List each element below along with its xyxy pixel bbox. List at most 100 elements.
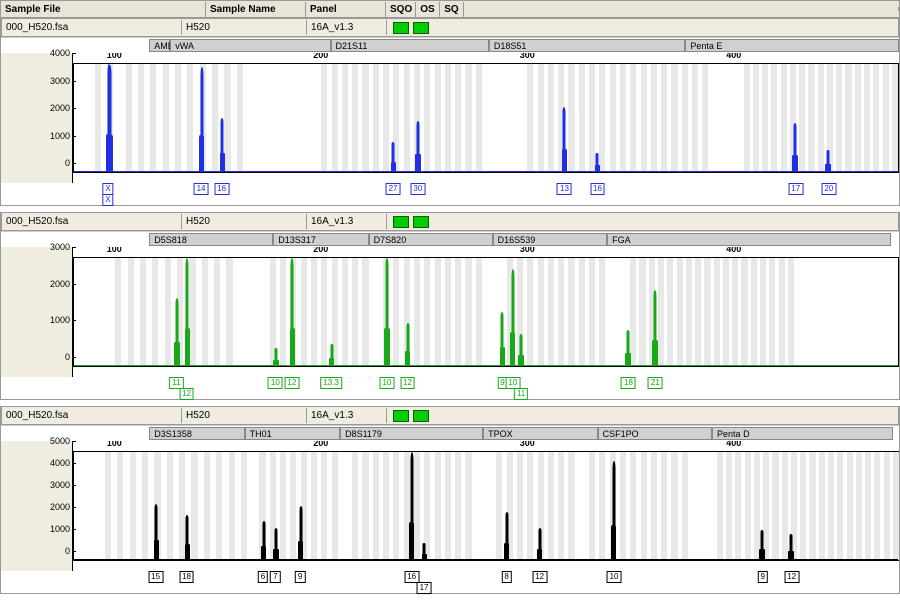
locus-label[interactable]: D13S317	[273, 233, 368, 246]
locus-label[interactable]: FGA	[607, 233, 891, 246]
chart[interactable]: 0100020003000100200300400	[1, 247, 899, 377]
allele-call[interactable]: 16	[590, 183, 605, 195]
allele-bin	[424, 64, 430, 172]
peak	[419, 154, 421, 172]
plot-inner	[73, 257, 899, 367]
chart[interactable]: 01000200030004000100200300400	[1, 53, 899, 183]
peak	[220, 153, 222, 172]
locus-label[interactable]: TH01	[245, 427, 340, 440]
allele-call[interactable]: 17	[417, 582, 432, 594]
allele-bin	[204, 452, 210, 560]
allele-call[interactable]: 12	[179, 388, 194, 400]
allele-bin	[538, 258, 544, 366]
col-panel[interactable]: Panel	[306, 2, 386, 17]
allele-call[interactable]: 13	[557, 183, 572, 195]
panel-name: 16A_v1.3	[307, 20, 387, 35]
locus-label[interactable]: Penta D	[712, 427, 893, 440]
locus-label[interactable]: D18S51	[489, 39, 685, 52]
locus-label[interactable]: D5S818	[149, 233, 273, 246]
allele-call[interactable]: 30	[410, 183, 425, 195]
allele-call[interactable]: 12	[400, 377, 415, 389]
allele-bin	[744, 64, 750, 172]
col-sample-file[interactable]: Sample File	[1, 2, 206, 17]
allele-bin	[771, 64, 777, 172]
locus-label[interactable]: D7S820	[369, 233, 493, 246]
allele-bin	[754, 452, 760, 560]
plot-inner	[73, 63, 899, 173]
plot-area[interactable]: 100200300400	[73, 441, 899, 571]
allele-bin	[818, 64, 824, 172]
allele-call[interactable]: 13.3	[320, 377, 342, 389]
allele-bin	[383, 64, 389, 172]
plot-area[interactable]: 100200300400	[73, 53, 899, 183]
allele-bin	[726, 452, 732, 560]
locus-label[interactable]: CSF1PO	[598, 427, 712, 440]
allele-call[interactable]: 21	[648, 377, 663, 389]
allele-call[interactable]: 14	[194, 183, 209, 195]
allele-call[interactable]: 11	[514, 388, 528, 400]
panel-name: 16A_v1.3	[307, 214, 387, 229]
col-sample-name[interactable]: Sample Name	[206, 2, 306, 17]
allele-call[interactable]: 12	[532, 571, 547, 583]
allele-call[interactable]: 10	[607, 571, 622, 583]
allele-call[interactable]: 20	[821, 183, 836, 195]
allele-bin	[837, 452, 843, 560]
allele-call[interactable]: 10	[379, 377, 394, 389]
allele-call[interactable]: 12	[784, 571, 799, 583]
allele-call[interactable]: 7	[270, 571, 280, 583]
chart[interactable]: 010002000300040005000100200300400	[1, 441, 899, 571]
plot-inner	[73, 451, 899, 561]
allele-bin	[362, 258, 368, 366]
peak	[408, 351, 410, 366]
allele-call[interactable]: 6	[258, 571, 268, 583]
allele-bin	[321, 64, 327, 172]
allele-bin	[682, 64, 688, 172]
locus-label[interactable]: D8S1179	[340, 427, 483, 440]
locus-label[interactable]: Penta E	[685, 39, 899, 52]
peak	[293, 328, 295, 366]
status-indicators	[387, 22, 435, 34]
locus-label[interactable]: D16S539	[493, 233, 607, 246]
x-tick-label: 200	[313, 441, 328, 448]
electropherogram-panel: 000_H520.fsaH52016A_v1.3AMELvWAD21S11D18…	[0, 18, 900, 206]
locus-label[interactable]: D21S11	[331, 39, 489, 52]
allele-call[interactable]: 9	[295, 571, 305, 583]
peak	[277, 360, 279, 366]
col-sqo[interactable]: SQO	[386, 2, 416, 17]
allele-bin	[847, 452, 853, 560]
col-sq[interactable]: SQ	[440, 2, 464, 17]
allele-bin	[115, 258, 121, 366]
allele-call[interactable]: 16	[214, 183, 229, 195]
allele-call[interactable]: 18	[621, 377, 636, 389]
plot-area[interactable]: 100200300400	[73, 247, 899, 377]
allele-bin	[527, 64, 533, 172]
allele-bin	[167, 452, 173, 560]
allele-call[interactable]: 17	[788, 183, 803, 195]
col-os[interactable]: OS	[416, 2, 440, 17]
x-tick-label: 200	[313, 247, 328, 254]
locus-label[interactable]: D3S1358	[149, 427, 244, 440]
locus-label[interactable]: TPOX	[483, 427, 597, 440]
peak	[107, 135, 109, 172]
peak	[614, 525, 616, 560]
allele-call[interactable]: 27	[386, 183, 401, 195]
allele-call[interactable]: 15	[148, 571, 163, 583]
allele-call[interactable]: X	[102, 194, 113, 206]
allele-bin	[855, 64, 861, 172]
allele-bin	[702, 64, 708, 172]
locus-label[interactable]: AMEL	[149, 39, 170, 52]
peak	[264, 546, 266, 560]
allele-bin	[163, 64, 169, 172]
allele-call[interactable]: 10	[268, 377, 283, 389]
allele-call[interactable]: 9	[757, 571, 767, 583]
allele-call[interactable]: 18	[179, 571, 194, 583]
x-tick-label: 400	[726, 441, 741, 448]
peak	[598, 165, 600, 172]
allele-bin	[884, 452, 890, 560]
allele-call[interactable]: 8	[501, 571, 511, 583]
locus-label[interactable]: vWA	[170, 39, 330, 52]
allele-call-row: 1112101213.31012910111821	[1, 377, 899, 399]
allele-bin	[445, 64, 451, 172]
allele-call[interactable]: 12	[284, 377, 299, 389]
peak	[829, 164, 831, 172]
